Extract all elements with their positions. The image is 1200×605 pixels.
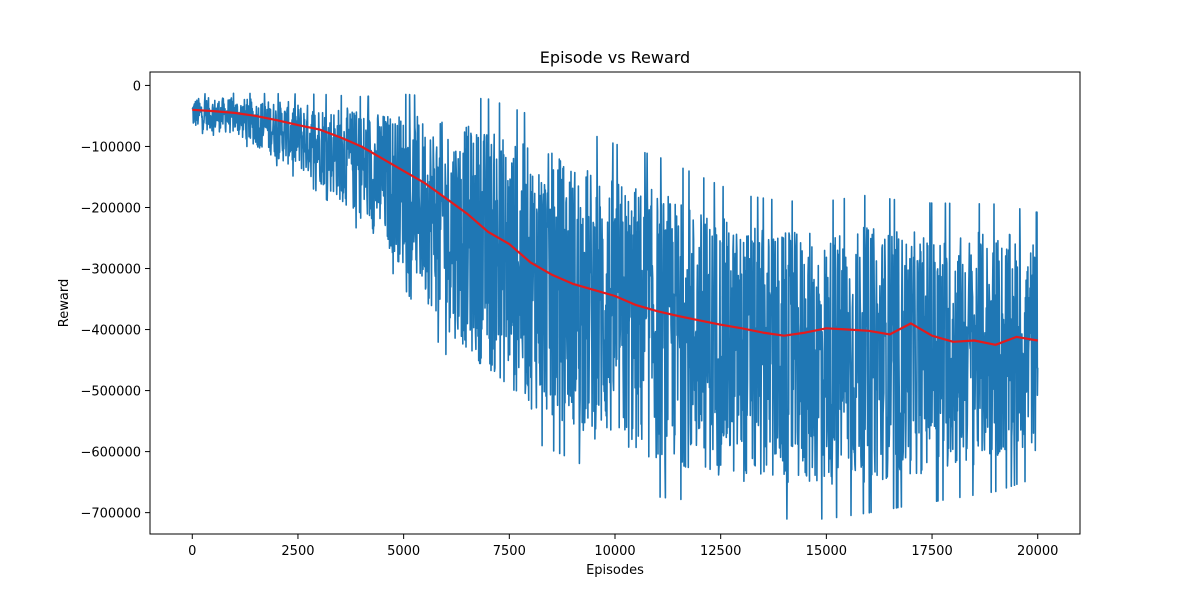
x-tick-label: 7500 xyxy=(493,544,526,559)
y-tick-label: −500000 xyxy=(80,385,141,400)
x-axis-label: Episodes xyxy=(586,563,644,578)
x-tick-label: 2500 xyxy=(281,544,314,559)
y-axis-label: Reward xyxy=(57,279,72,327)
chart-title: Episode vs Reward xyxy=(540,48,690,67)
y-tick-label: −300000 xyxy=(80,263,141,278)
plot-area xyxy=(191,92,1039,520)
x-tick-label: 20000 xyxy=(1017,544,1058,559)
x-tick-label: 15000 xyxy=(806,544,847,559)
y-axis: 0 −100000 −200000 −300000 −400000 −500000 −600… xyxy=(80,79,150,522)
x-tick-label: 10000 xyxy=(594,544,635,559)
y-tick-label: −600000 xyxy=(80,446,141,461)
y-tick-label: −400000 xyxy=(80,324,141,339)
x-tick-label: 17500 xyxy=(911,544,952,559)
moving-average-line xyxy=(192,108,1038,346)
y-tick-label: −100000 xyxy=(80,140,141,155)
reward-series-line xyxy=(191,92,1039,520)
y-tick-label: −200000 xyxy=(80,201,141,216)
x-tick-label: 12500 xyxy=(700,544,741,559)
x-tick-label: 5000 xyxy=(387,544,420,559)
y-tick-label: 0 xyxy=(133,79,141,94)
x-tick-label: 0 xyxy=(188,544,196,559)
x-axis: 0 2500 5000 7500 10000 12500 15000 17500 20000 xyxy=(188,534,1058,559)
y-tick-label: −700000 xyxy=(80,507,141,522)
